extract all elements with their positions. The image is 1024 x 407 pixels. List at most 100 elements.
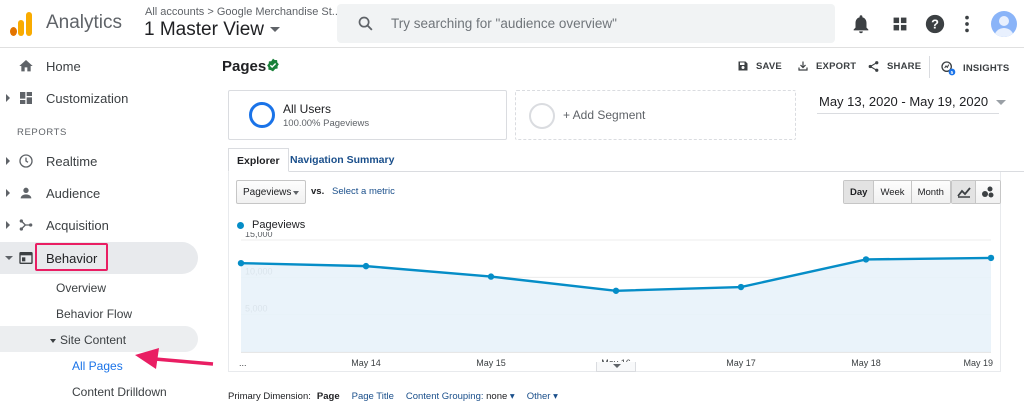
account-avatar-icon[interactable] [991,11,1017,37]
data-point [987,254,995,262]
analytics-logo-icon[interactable] [10,12,34,36]
person-icon [20,187,32,199]
date-range-underline [817,113,999,114]
apps-grid-icon[interactable] [889,13,911,35]
chart-collapse-handle[interactable] [596,362,636,372]
legend-dot-icon [237,221,244,229]
data-point [237,259,245,267]
sidebar-item-audience[interactable]: Audience [0,178,200,208]
search-icon [358,16,373,31]
chevron-down-icon [50,338,56,343]
x-tick-label: ... [239,358,247,368]
sidebar-item-realtime[interactable]: Realtime [0,146,200,176]
sidebar-item-label: Home [46,58,81,74]
sidebar-item-label: Customization [46,90,129,106]
segment-ring-icon [529,103,555,129]
x-tick-label: May 14 [351,358,381,368]
page-title: Pages [222,58,267,75]
acquisition-icon [19,219,33,231]
data-point [612,287,620,294]
dimension-page[interactable]: Page [316,391,340,402]
export-icon [798,61,808,71]
share-icon [868,61,879,72]
save-label: SAVE [756,60,782,72]
x-tick-label: May 18 [851,358,881,368]
main-content: Pages SAVE EXPORT SHARE 5 INSIGHTS All U… [218,48,1024,407]
sidebar-item-acquisition[interactable]: Acquisition [0,210,200,240]
svg-text:?: ? [931,17,939,32]
x-tick-label: May 19 [963,358,993,368]
dimension-other[interactable]: Other ▾ [526,391,558,402]
pink-pointer-arrow-icon [135,348,214,369]
chevron-right-icon [6,221,10,229]
tab-explorer[interactable]: Explorer [228,148,289,172]
metric-dropdown-value: Pageviews [243,187,292,198]
explorer-panel: Pageviews vs. Select a metric Day Week M… [228,172,1001,372]
notifications-icon[interactable] [850,13,872,35]
data-point [362,262,370,270]
account-breadcrumb[interactable]: All accounts > Google Merchandise St... [145,6,341,18]
sidebar-item-site-content[interactable]: Site Content [50,333,126,347]
add-segment-label: + Add Segment [563,108,646,122]
line-chart-button[interactable] [952,181,976,203]
y-tick-label: 15,000 [245,232,273,239]
sidebar-item-overview[interactable]: Overview [56,281,107,295]
data-point [862,256,870,263]
dimension-content-grouping[interactable]: Content Grouping: none ▾ [405,391,515,402]
line-chart-icon [956,187,971,198]
segment-all-users[interactable]: All Users 100.00% Pageviews [228,90,507,140]
tab-navigation-summary[interactable]: Navigation Summary [290,154,395,166]
chevron-down-icon [293,191,299,195]
save-icon [738,61,748,71]
sidebar-item-home[interactable]: Home [0,51,200,81]
insights-label: INSIGHTS [963,62,1010,74]
sidebar-item-behavior[interactable]: Behavior [0,243,200,273]
dimension-page-title[interactable]: Page Title [351,391,394,402]
export-button[interactable]: EXPORT [797,60,856,72]
insights-button[interactable]: 5 INSIGHTS [940,60,1009,76]
date-range-picker[interactable]: May 13, 2020 - May 19, 2020 [819,94,1007,109]
reports-section-label: REPORTS [17,127,67,138]
sidebar-item-behavior-flow[interactable]: Behavior Flow [56,307,133,321]
chevron-down-icon [613,364,621,368]
week-button[interactable]: Week [874,181,912,203]
search-placeholder: Try searching for "audience overview" [391,16,617,31]
behavior-icon [19,252,33,264]
series-area [241,257,991,352]
data-point [487,273,495,280]
share-label: SHARE [887,61,922,72]
granularity-toggle: Day Week Month [843,180,951,204]
segment-detail: 100.00% Pageviews [283,118,370,129]
legend-label: Pageviews [252,219,306,231]
add-segment-button[interactable]: + Add Segment [515,90,796,140]
sidebar-item-label: Realtime [46,153,98,169]
svg-text:5: 5 [951,70,954,75]
content-grouping-value: none [486,391,508,402]
month-button[interactable]: Month [911,181,950,203]
motion-chart-button[interactable] [976,181,1000,203]
chevron-right-icon [6,157,10,165]
day-button[interactable]: Day [844,181,875,203]
sidebar-item-label: Acquisition [46,217,109,233]
select-metric-link[interactable]: Select a metric [332,186,395,197]
save-button[interactable]: SAVE [737,60,782,72]
view-selector[interactable]: 1 Master View [144,19,281,41]
primary-dimension-bar: Primary Dimension: Page Page Title Conte… [228,391,558,402]
behavior-highlight-box [35,243,108,271]
sidebar-item-content-drilldown[interactable]: Content Drilldown [72,385,167,399]
chart-legend: Pageviews [237,219,305,231]
more-vert-icon[interactable] [956,13,978,35]
sidebar-item-all-pages[interactable]: All Pages [72,359,123,373]
chevron-down-icon [5,256,13,260]
help-icon[interactable]: ? [924,13,946,35]
search-bar[interactable]: Try searching for "audience overview" [337,4,835,43]
sidebar: Home Customization REPORTS Realtime Audi… [0,48,214,407]
sidebar-item-customization[interactable]: Customization [0,83,200,113]
app-name: Analytics [46,12,123,33]
metric-dropdown[interactable]: Pageviews [236,180,306,204]
data-point [737,283,745,291]
content-grouping-label: Content Grouping: [405,391,484,402]
sidebar-item-label: Behavior [46,250,98,266]
view-name: 1 Master View [144,19,265,40]
share-button[interactable]: SHARE [867,60,921,73]
